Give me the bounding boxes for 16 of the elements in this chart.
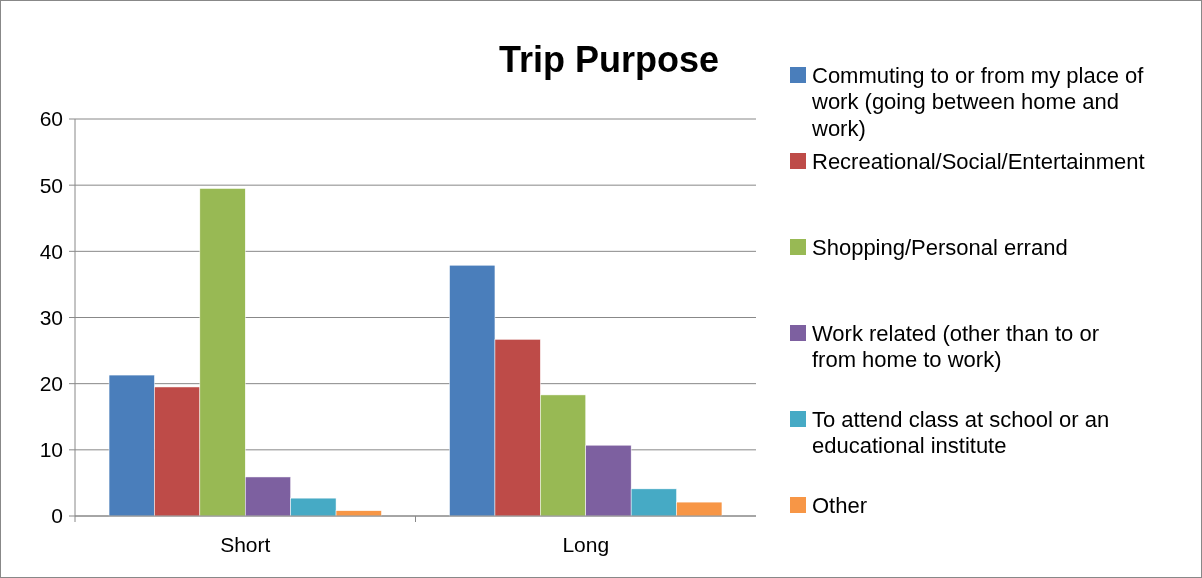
- chart-title: Trip Purpose: [498, 39, 720, 80]
- legend-label: Commuting to or from my place of work (going between home and work): [811, 62, 1145, 141]
- x-tick-label: Short: [220, 533, 271, 556]
- y-tick-label: 40: [39, 239, 63, 263]
- y-tick-label: 50: [39, 173, 63, 197]
- y-tick-label: 0: [51, 504, 63, 528]
- y-tick-label: 10: [39, 438, 63, 462]
- y-tick-label: 20: [39, 372, 63, 396]
- legend-label: Other: [812, 492, 868, 518]
- x-tick-label: Long: [562, 533, 610, 556]
- legend-label: Shopping/Personal errand: [812, 234, 1068, 260]
- legend-label: Work related (other than to or from home to work): [812, 320, 1099, 373]
- y-tick-label: 60: [39, 107, 63, 131]
- legend-label: To attend class at school or an educational institute: [812, 406, 1110, 459]
- legend-label: Recreational/Social/Entertainment: [812, 148, 1145, 174]
- y-tick-label: 30: [39, 305, 63, 329]
